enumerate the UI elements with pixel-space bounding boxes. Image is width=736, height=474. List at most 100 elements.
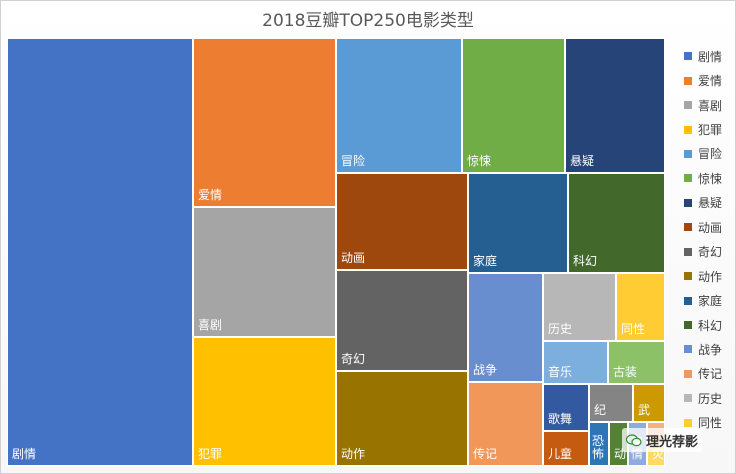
treemap-cell-label: 战争 <box>473 363 498 377</box>
treemap-cell: 同性 <box>616 273 665 341</box>
treemap-cell: 科幻 <box>568 173 665 273</box>
wechat-icon <box>626 433 642 446</box>
legend-swatch <box>684 149 692 158</box>
legend-item: 剧情 <box>672 44 734 68</box>
watermark-text: 理光荐影 <box>646 434 699 450</box>
legend-item: 惊悚 <box>672 166 734 190</box>
legend-label: 犯罪 <box>698 123 723 138</box>
legend-swatch <box>684 296 692 305</box>
treemap-cell: 纪 <box>589 384 633 422</box>
legend-item: 战争 <box>672 337 734 361</box>
legend-label: 惊悚 <box>698 171 723 186</box>
treemap-cell-label: 传记 <box>473 447 498 461</box>
treemap-cell-label: 悬疑 <box>570 154 595 168</box>
treemap-cell-label: 儿童 <box>548 447 573 461</box>
treemap-cell: 武 <box>633 384 665 422</box>
legend-swatch <box>684 394 692 403</box>
legend-item: 悬疑 <box>672 191 734 215</box>
treemap-cell-label: 恐怖 <box>592 434 605 461</box>
treemap-cell-label: 犯罪 <box>198 447 223 461</box>
treemap-cell-label: 喜剧 <box>198 318 223 332</box>
legend-swatch <box>684 272 692 281</box>
treemap-cell: 历史 <box>543 273 616 341</box>
treemap-cell: 冒险 <box>336 38 462 173</box>
treemap-cell: 悬疑 <box>565 38 665 173</box>
treemap-cell: 剧情 <box>7 38 193 466</box>
legend-label: 爱情 <box>698 74 723 89</box>
legend: 剧情爱情喜剧犯罪冒险惊悚悬疑动画奇幻动作家庭科幻战争传记历史同性 <box>672 44 734 435</box>
treemap-cell: 爱情 <box>193 38 336 207</box>
treemap-cell: 奇幻 <box>336 270 468 371</box>
treemap-cell-label: 剧情 <box>12 447 37 461</box>
treemap-cell-label: 家庭 <box>473 254 498 268</box>
treemap-cell-label: 武 <box>638 403 651 417</box>
treemap-cell: 音乐 <box>543 341 608 384</box>
legend-item: 历史 <box>672 386 734 410</box>
treemap-cell-label: 动画 <box>341 251 366 265</box>
legend-label: 传记 <box>698 367 723 382</box>
chart-title: 2018豆瓣TOP250电影类型 <box>262 11 474 31</box>
legend-item: 科幻 <box>672 313 734 337</box>
legend-label: 科幻 <box>698 318 723 333</box>
legend-item: 传记 <box>672 362 734 386</box>
treemap-cell: 恐怖 <box>589 422 609 466</box>
legend-label: 动作 <box>698 269 723 284</box>
legend-swatch <box>684 101 692 110</box>
legend-item: 犯罪 <box>672 117 734 141</box>
treemap-cell: 战争 <box>468 273 543 382</box>
treemap-cell-label: 爱情 <box>198 188 223 202</box>
legend-item: 动作 <box>672 264 734 288</box>
legend-label: 冒险 <box>698 147 723 162</box>
legend-swatch <box>684 198 692 207</box>
treemap-plot: 剧情 爱情喜剧犯罪 冒险 惊悚 悬疑动画奇幻动作 家庭 科幻战争传记 历史 同性音乐 古装歌舞 纪 武… <box>7 38 665 466</box>
treemap-cell: 动画 <box>336 173 468 270</box>
treemap-cell-label: 科幻 <box>573 254 598 268</box>
legend-swatch <box>684 174 692 183</box>
legend-swatch <box>684 247 692 256</box>
treemap-cell-label: 音乐 <box>548 365 573 379</box>
legend-label: 悬疑 <box>698 196 723 211</box>
legend-item: 家庭 <box>672 288 734 312</box>
legend-label: 奇幻 <box>698 245 723 260</box>
legend-item: 奇幻 <box>672 240 734 264</box>
legend-swatch <box>684 418 692 427</box>
treemap-cell: 动作 <box>336 371 468 466</box>
treemap-cell: 犯罪 <box>193 337 336 466</box>
legend-swatch <box>684 321 692 330</box>
legend-item: 爱情 <box>672 68 734 92</box>
legend-swatch <box>684 223 692 232</box>
treemap-cell-label: 纪 <box>594 403 607 417</box>
treemap-cell-label: 歌舞 <box>548 412 573 426</box>
treemap-cell: 喜剧 <box>193 207 336 337</box>
legend-item: 喜剧 <box>672 93 734 117</box>
treemap-cell: 儿童 <box>543 431 589 466</box>
legend-label: 战争 <box>698 342 723 357</box>
legend-label: 喜剧 <box>698 98 723 113</box>
legend-swatch <box>684 76 692 85</box>
legend-label: 同性 <box>698 416 723 431</box>
legend-item: 冒险 <box>672 142 734 166</box>
treemap-cell: 家庭 <box>468 173 568 273</box>
legend-swatch <box>684 125 692 134</box>
treemap-cell: 传记 <box>468 382 543 466</box>
treemap-cell-label: 同性 <box>621 322 646 336</box>
legend-swatch <box>684 52 692 61</box>
legend-label: 动画 <box>698 220 723 235</box>
watermark: 理光荐影 <box>622 428 703 452</box>
legend-label: 家庭 <box>698 294 723 309</box>
legend-swatch <box>684 345 692 354</box>
treemap-cell: 歌舞 <box>543 384 589 431</box>
treemap-cell: 惊悚 <box>462 38 565 173</box>
treemap-cell: 古装 <box>608 341 665 384</box>
treemap-cell-label: 动作 <box>341 447 366 461</box>
legend-label: 历史 <box>698 391 723 406</box>
treemap-cell-label: 冒险 <box>341 154 366 168</box>
legend-item: 动画 <box>672 215 734 239</box>
legend-swatch <box>684 369 692 378</box>
treemap-cell-label: 古装 <box>613 365 638 379</box>
treemap-cell-label: 历史 <box>548 322 573 336</box>
treemap-cell-label: 奇幻 <box>341 352 366 366</box>
legend-label: 剧情 <box>698 49 723 64</box>
treemap-cell-label: 惊悚 <box>467 154 492 168</box>
legend-item: 同性 <box>672 411 734 435</box>
